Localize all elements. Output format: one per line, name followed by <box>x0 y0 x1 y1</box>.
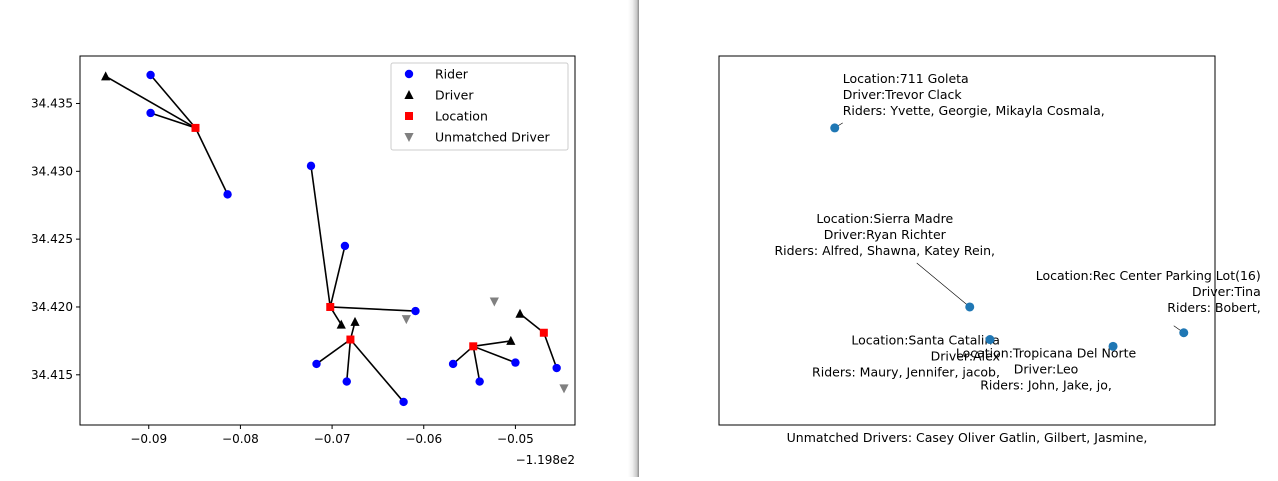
unmatched-driver-point <box>559 384 569 394</box>
annotation-text: Location:Santa Catalina <box>851 333 1000 348</box>
unmatched-driver-point <box>489 297 499 307</box>
rider-point <box>448 359 458 369</box>
x-tick-label: −0.05 <box>497 432 534 446</box>
annotation-text: Location:711 Goleta <box>843 71 969 86</box>
legend-label: Unmatched Driver <box>435 130 551 145</box>
annotation-text: Driver:Leo <box>1014 361 1079 376</box>
assignment-line <box>329 245 346 308</box>
assignment-line <box>105 75 196 129</box>
legend-marker <box>405 112 413 120</box>
location-point <box>346 335 355 344</box>
rider-point <box>146 108 155 118</box>
annotation-text: Driver:Trevor Clack <box>843 87 963 102</box>
annotation-text: Riders: Yvette, Georgie, Mikayla Cosmala… <box>843 103 1105 118</box>
assignment-lines <box>105 74 558 403</box>
location-point <box>1108 341 1118 351</box>
driver-point <box>336 319 346 329</box>
unmatched-drivers-label: Unmatched Drivers: Casey Oliver Gatlin, … <box>787 430 1148 445</box>
location-point <box>469 342 478 351</box>
driver-point <box>350 316 360 326</box>
legend: Rider Driver Location Unmatched Driver <box>390 62 569 151</box>
rider-point <box>340 241 350 251</box>
x-tick-label: −0.07 <box>314 432 351 446</box>
y-tick-label: 34.415 <box>31 368 73 382</box>
legend-label: Driver <box>435 88 474 103</box>
location-point <box>830 123 840 133</box>
rider-point <box>399 397 408 407</box>
annotation-leader <box>916 262 970 308</box>
location-point <box>985 335 995 345</box>
assignment-line <box>345 339 352 382</box>
rider-point <box>475 377 484 386</box>
rider-point <box>552 363 561 373</box>
match-scatter-plot: −0.09 −0.08 −0.07 −0.06 −0.05 34.415 34.420 34.… <box>31 55 576 467</box>
location-point <box>326 302 335 311</box>
annotation-text: Riders: Alfred, Shawna, Katey Rein, <box>774 243 995 258</box>
assignment-line <box>473 340 511 348</box>
scatter-map-panel: −0.09 −0.08 −0.07 −0.06 −0.05 34.415 34.420 34.… <box>0 0 636 477</box>
assignment-line <box>194 127 229 195</box>
annotation-text: Riders: Maury, Jennifer, jacob, <box>812 365 1000 380</box>
location-point <box>191 123 200 132</box>
assignment-line <box>472 346 481 382</box>
data-points <box>101 70 569 407</box>
rider-point <box>342 377 351 386</box>
rider-point <box>511 358 520 367</box>
x-tick-label: −0.09 <box>130 432 167 446</box>
annotation-text: Location:Sierra Madre <box>816 211 953 226</box>
assignment-line <box>543 332 558 369</box>
assignment-line <box>150 112 196 129</box>
summary-frame <box>718 55 1216 426</box>
annotation-text: Driver:Tina <box>1192 284 1261 299</box>
rider-point <box>223 190 232 199</box>
legend-marker <box>404 90 414 99</box>
rider-point <box>306 161 316 171</box>
driver-point <box>101 71 111 81</box>
x-tick-label: −0.06 <box>405 432 442 446</box>
annotation-text: Driver:Alex <box>931 349 1000 364</box>
annotation-text: Driver:Ryan Richter <box>824 227 947 242</box>
y-tick-label: 34.430 <box>31 164 73 178</box>
legend-label: Location <box>435 109 488 124</box>
annotation-text: Location:Rec Center Parking Lot(16) <box>1036 268 1261 283</box>
annotation-text: Riders: John, Jake, jo, <box>980 377 1112 392</box>
y-tick-label: 34.420 <box>31 300 73 314</box>
legend-label: Rider <box>435 67 469 82</box>
assignment-line <box>472 345 516 364</box>
x-offset-label: −1.198e2 <box>516 453 575 467</box>
location-point <box>1179 328 1189 338</box>
location-point <box>539 328 548 337</box>
driver-point <box>515 308 525 318</box>
assignment-line <box>310 165 332 308</box>
panel-divider[interactable] <box>628 0 639 477</box>
plot-frame <box>79 55 576 426</box>
y-tick-label: 34.425 <box>31 232 73 246</box>
rider-point <box>411 306 420 316</box>
assignment-line <box>316 338 351 365</box>
driver-point <box>506 335 516 345</box>
location-point <box>965 302 975 312</box>
unmatched-driver-point <box>401 315 411 325</box>
annotation-text: Riders: Bobert, <box>1167 300 1260 315</box>
annotation-text: Location:Tropicana Del Norte <box>956 345 1137 360</box>
assignment-line <box>149 74 197 129</box>
rider-point <box>146 70 155 80</box>
legend-marker <box>404 69 414 79</box>
assignment-line <box>330 306 416 312</box>
legend-box <box>390 62 569 151</box>
y-tick-label: 34.435 <box>31 96 73 110</box>
x-tick-label: −0.08 <box>222 432 259 446</box>
rider-point <box>312 359 321 369</box>
assignment-summary-panel: Location:711 Goleta Driver:Trevor Clack Ri… <box>639 0 1278 477</box>
assignment-line <box>349 339 405 403</box>
legend-marker <box>404 133 414 142</box>
